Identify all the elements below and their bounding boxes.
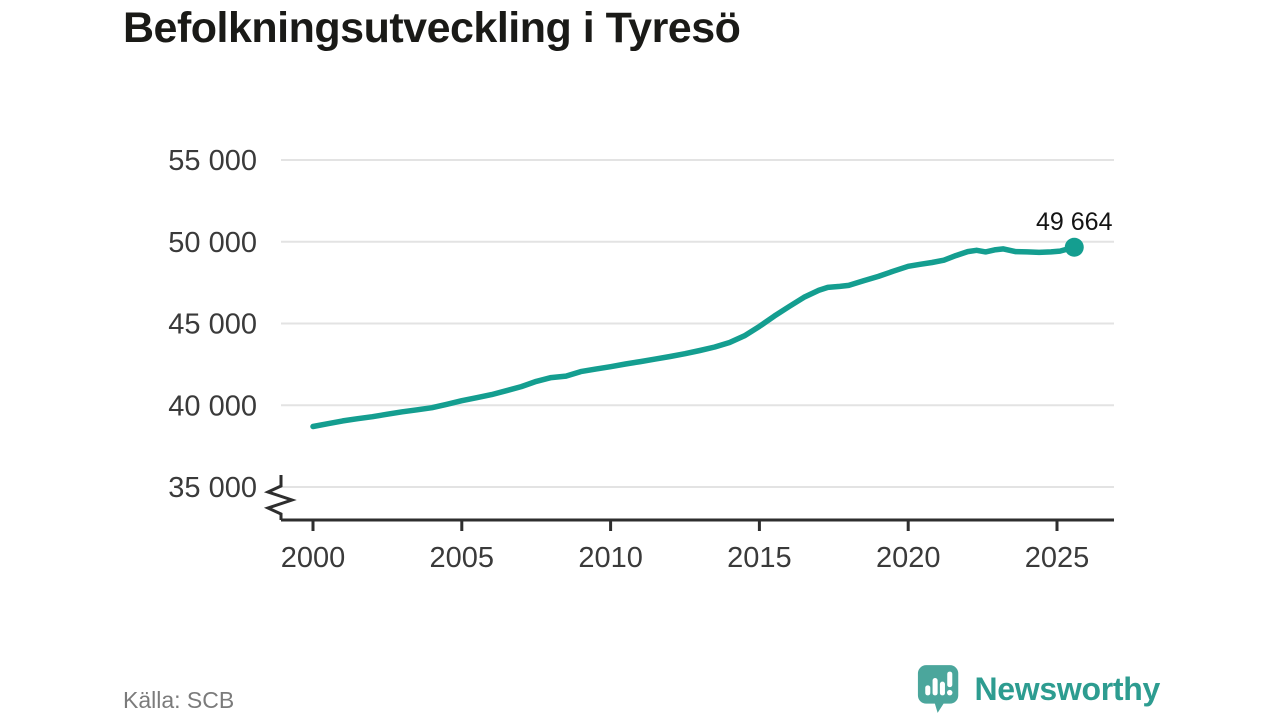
y-tick-label: 50 000 [168,227,257,259]
x-tick-label: 2000 [281,542,346,574]
y-tick-label: 40 000 [168,390,257,422]
source-note: Källa: SCB [123,687,235,713]
y-tick-label: 35 000 [168,472,257,504]
y-tick-label: 55 000 [168,145,257,177]
x-tick-label: 2025 [1025,542,1090,574]
x-tick-label: 2020 [876,542,941,574]
newsworthy-wordmark: Newsworthy [974,670,1161,707]
population-series-line [310,244,1078,430]
x-tick-label: 2010 [578,542,643,574]
chart-title: Befolkningsutveckling i Tyresö [123,4,741,52]
axis-break-icon [263,475,297,520]
end-value-label: 49 664 [1036,208,1113,236]
end-point-marker [1064,237,1084,257]
x-tick-label: 2005 [430,542,495,574]
newsworthy-brand: Newsworthy [917,664,1161,714]
x-tick-label: 2015 [727,542,792,574]
newsworthy-logo-icon [917,665,958,713]
y-tick-label: 45 000 [168,309,257,341]
